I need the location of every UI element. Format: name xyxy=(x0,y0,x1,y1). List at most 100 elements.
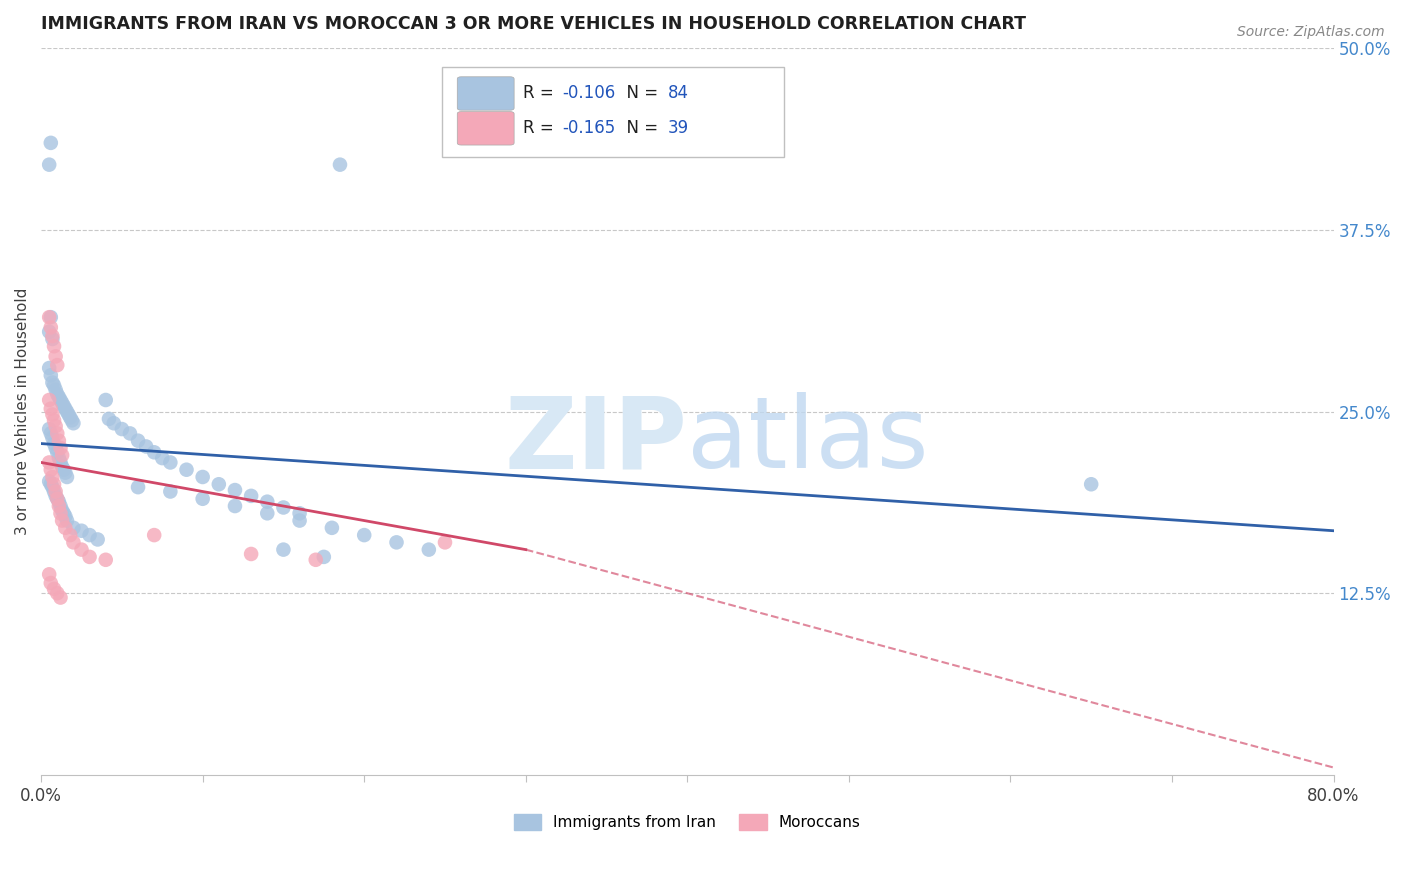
Text: 39: 39 xyxy=(668,120,689,137)
Point xyxy=(51,503,73,517)
Point xyxy=(79,528,101,542)
Point xyxy=(46,491,69,506)
Point xyxy=(240,489,263,503)
Point xyxy=(56,514,79,528)
Point xyxy=(42,339,65,353)
Point xyxy=(159,484,181,499)
Point xyxy=(135,440,157,454)
Point xyxy=(94,392,117,407)
Point xyxy=(79,549,101,564)
Point xyxy=(56,404,79,418)
Text: IMMIGRANTS FROM IRAN VS MOROCCAN 3 OR MORE VEHICLES IN HOUSEHOLD CORRELATION CHA: IMMIGRANTS FROM IRAN VS MOROCCAN 3 OR MO… xyxy=(41,15,1026,33)
Point xyxy=(58,408,80,422)
FancyBboxPatch shape xyxy=(457,112,515,145)
Point xyxy=(41,332,63,346)
Point xyxy=(305,553,328,567)
Point xyxy=(159,455,181,469)
Point xyxy=(321,521,343,535)
Text: N =: N = xyxy=(616,85,664,103)
Point xyxy=(48,499,70,513)
Point xyxy=(38,158,60,172)
Point xyxy=(42,484,65,499)
Point xyxy=(70,524,93,538)
Point xyxy=(127,434,149,448)
Point xyxy=(48,434,70,448)
Point xyxy=(39,463,62,477)
FancyBboxPatch shape xyxy=(457,77,515,111)
Point xyxy=(256,494,278,508)
Point xyxy=(224,499,246,513)
Point xyxy=(224,483,246,497)
Point xyxy=(94,553,117,567)
Point xyxy=(62,416,84,430)
Point xyxy=(38,422,60,436)
Point xyxy=(38,310,60,325)
Point xyxy=(38,361,60,376)
Point xyxy=(39,576,62,591)
Point xyxy=(49,441,72,455)
Point xyxy=(38,325,60,339)
Point xyxy=(46,586,69,600)
Point xyxy=(59,410,82,425)
Point xyxy=(86,533,108,547)
Point xyxy=(52,506,75,520)
Point xyxy=(49,499,72,513)
Point xyxy=(49,455,72,469)
Point xyxy=(48,451,70,466)
Point xyxy=(42,413,65,427)
Point xyxy=(46,358,69,372)
Point xyxy=(49,392,72,407)
Point xyxy=(45,489,67,503)
Text: -0.106: -0.106 xyxy=(562,85,616,103)
Point xyxy=(42,378,65,392)
Point xyxy=(38,567,60,582)
Point xyxy=(41,470,63,484)
Text: N =: N = xyxy=(616,120,664,137)
Point xyxy=(45,441,67,455)
Point xyxy=(288,506,311,520)
Point xyxy=(42,477,65,491)
Point xyxy=(97,412,120,426)
Point xyxy=(385,535,408,549)
Point xyxy=(51,514,73,528)
Point xyxy=(49,591,72,605)
Point xyxy=(39,320,62,334)
Point xyxy=(48,390,70,404)
Point xyxy=(256,506,278,520)
Point xyxy=(39,136,62,150)
Point xyxy=(273,542,295,557)
Point xyxy=(59,528,82,542)
Text: ZIP: ZIP xyxy=(505,392,688,489)
Point xyxy=(103,416,125,430)
Point xyxy=(62,521,84,535)
Point xyxy=(51,448,73,462)
Point xyxy=(60,413,83,427)
Point xyxy=(176,463,198,477)
Point xyxy=(53,509,76,524)
Text: R =: R = xyxy=(523,120,560,137)
Point xyxy=(45,350,67,364)
Point xyxy=(150,451,173,466)
Text: -0.165: -0.165 xyxy=(562,120,616,137)
Point xyxy=(70,542,93,557)
Point xyxy=(53,521,76,535)
Point xyxy=(42,582,65,596)
Point xyxy=(38,475,60,489)
Point xyxy=(39,426,62,441)
Point xyxy=(312,549,335,564)
Point xyxy=(45,484,67,499)
Point xyxy=(49,506,72,520)
Point xyxy=(52,399,75,413)
Point xyxy=(42,436,65,450)
Point xyxy=(111,422,134,436)
Point xyxy=(41,376,63,390)
Point xyxy=(418,542,440,557)
Point xyxy=(39,401,62,416)
Text: R =: R = xyxy=(523,85,560,103)
Text: 84: 84 xyxy=(668,85,689,103)
Point xyxy=(329,158,352,172)
Point xyxy=(46,426,69,441)
Point xyxy=(38,455,60,469)
Point xyxy=(51,459,73,474)
Point xyxy=(208,477,231,491)
